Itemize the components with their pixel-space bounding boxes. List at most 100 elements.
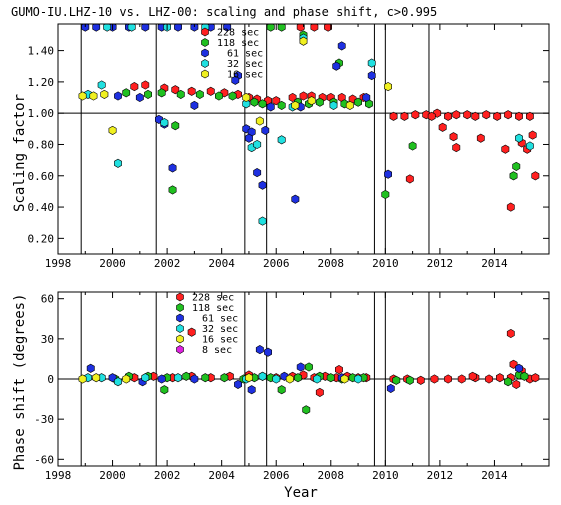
legend-label: 118 sec — [217, 38, 259, 49]
legend-label: 61 sec — [227, 49, 263, 60]
legend-marker — [176, 313, 184, 323]
x-tick-label: 1998 — [45, 469, 72, 482]
x-tick-label: 2014 — [481, 469, 508, 482]
x-tick-label: 1998 — [45, 257, 72, 270]
y-tick-label: -30 — [34, 413, 54, 426]
data-point — [168, 185, 177, 195]
data-point — [334, 365, 343, 375]
data-point — [78, 374, 87, 384]
legend-label: 228 sec — [192, 293, 234, 304]
data-point — [340, 374, 349, 384]
data-point — [506, 328, 515, 339]
data-point — [485, 374, 493, 384]
x-tick-label: 2002 — [154, 469, 181, 482]
data-point — [495, 373, 504, 383]
data-point — [463, 110, 472, 120]
data-point — [493, 111, 502, 121]
data-point — [531, 171, 540, 181]
data-point — [234, 379, 242, 389]
data-point — [408, 141, 417, 151]
data-point — [122, 374, 131, 384]
x-tick-label: 2000 — [99, 257, 126, 270]
data-point — [482, 110, 491, 120]
data-point — [310, 24, 319, 32]
data-point — [258, 371, 267, 381]
data-point — [215, 91, 223, 101]
data-point — [449, 132, 458, 142]
data-point — [405, 375, 414, 385]
data-point — [277, 24, 286, 32]
data-point — [255, 345, 264, 355]
data-point — [512, 161, 521, 171]
data-point — [176, 89, 185, 99]
data-point — [245, 373, 253, 383]
data-point — [438, 122, 447, 132]
data-point — [266, 24, 275, 32]
data-point — [187, 327, 196, 337]
data-points — [78, 24, 540, 226]
data-point — [258, 99, 267, 109]
x-tick-label: 2002 — [154, 257, 181, 270]
data-point — [367, 71, 376, 81]
data-point — [92, 373, 101, 383]
data-point — [258, 216, 267, 226]
data-point — [515, 111, 523, 121]
data-point — [190, 24, 199, 32]
data-point — [299, 91, 308, 101]
data-points — [78, 327, 540, 415]
data-point — [354, 97, 363, 107]
data-point — [337, 41, 346, 51]
data-point — [78, 91, 87, 101]
data-point — [504, 110, 513, 120]
x-tick-label: 2004 — [208, 257, 235, 270]
data-point — [525, 141, 534, 151]
legend-label: 32 sec — [227, 59, 263, 70]
data-point — [430, 374, 439, 384]
data-point — [506, 202, 515, 212]
data-point — [405, 174, 414, 184]
data-point — [444, 374, 453, 384]
data-point — [245, 133, 253, 143]
data-point — [304, 362, 313, 372]
data-point — [326, 373, 335, 383]
data-point — [100, 89, 109, 99]
y-axis-label-phase: Phase shift (degrees) — [12, 293, 28, 470]
data-point — [457, 374, 466, 384]
data-point — [190, 100, 199, 110]
y-tick-label: 1.20 — [28, 76, 55, 89]
x-tick-label: 2000 — [99, 469, 126, 482]
legend-marker — [201, 59, 209, 68]
data-point — [525, 111, 534, 121]
data-point — [427, 111, 436, 121]
data-point — [471, 111, 480, 121]
data-point — [86, 363, 95, 373]
data-point — [400, 111, 409, 121]
data-point — [160, 118, 169, 128]
data-point — [228, 91, 237, 101]
y-tick-label: 0.40 — [28, 201, 55, 214]
data-point — [160, 385, 169, 395]
data-point — [171, 85, 180, 95]
data-point — [302, 405, 311, 415]
data-point — [291, 100, 300, 110]
legend-marker — [176, 334, 184, 344]
x-axis-label-year: Year — [284, 485, 318, 501]
data-point — [392, 375, 401, 385]
legend-marker — [176, 303, 184, 312]
data-point — [247, 385, 256, 395]
data-point — [92, 24, 101, 32]
data-point — [174, 24, 182, 32]
data-point — [354, 374, 363, 384]
scaling-factor-panel: 1998 2000 2002 2004 2006 2008 2010 2012 2014 0.20… — [28, 23, 550, 270]
x-tick-label: 2008 — [318, 257, 345, 270]
data-point — [528, 130, 537, 140]
data-point — [130, 82, 139, 92]
data-point — [272, 374, 281, 384]
y-tick-label: 1.00 — [28, 107, 55, 120]
data-point — [512, 379, 521, 389]
data-point — [187, 86, 196, 96]
legend-label: 118 sec — [192, 303, 234, 314]
data-point — [242, 92, 251, 103]
